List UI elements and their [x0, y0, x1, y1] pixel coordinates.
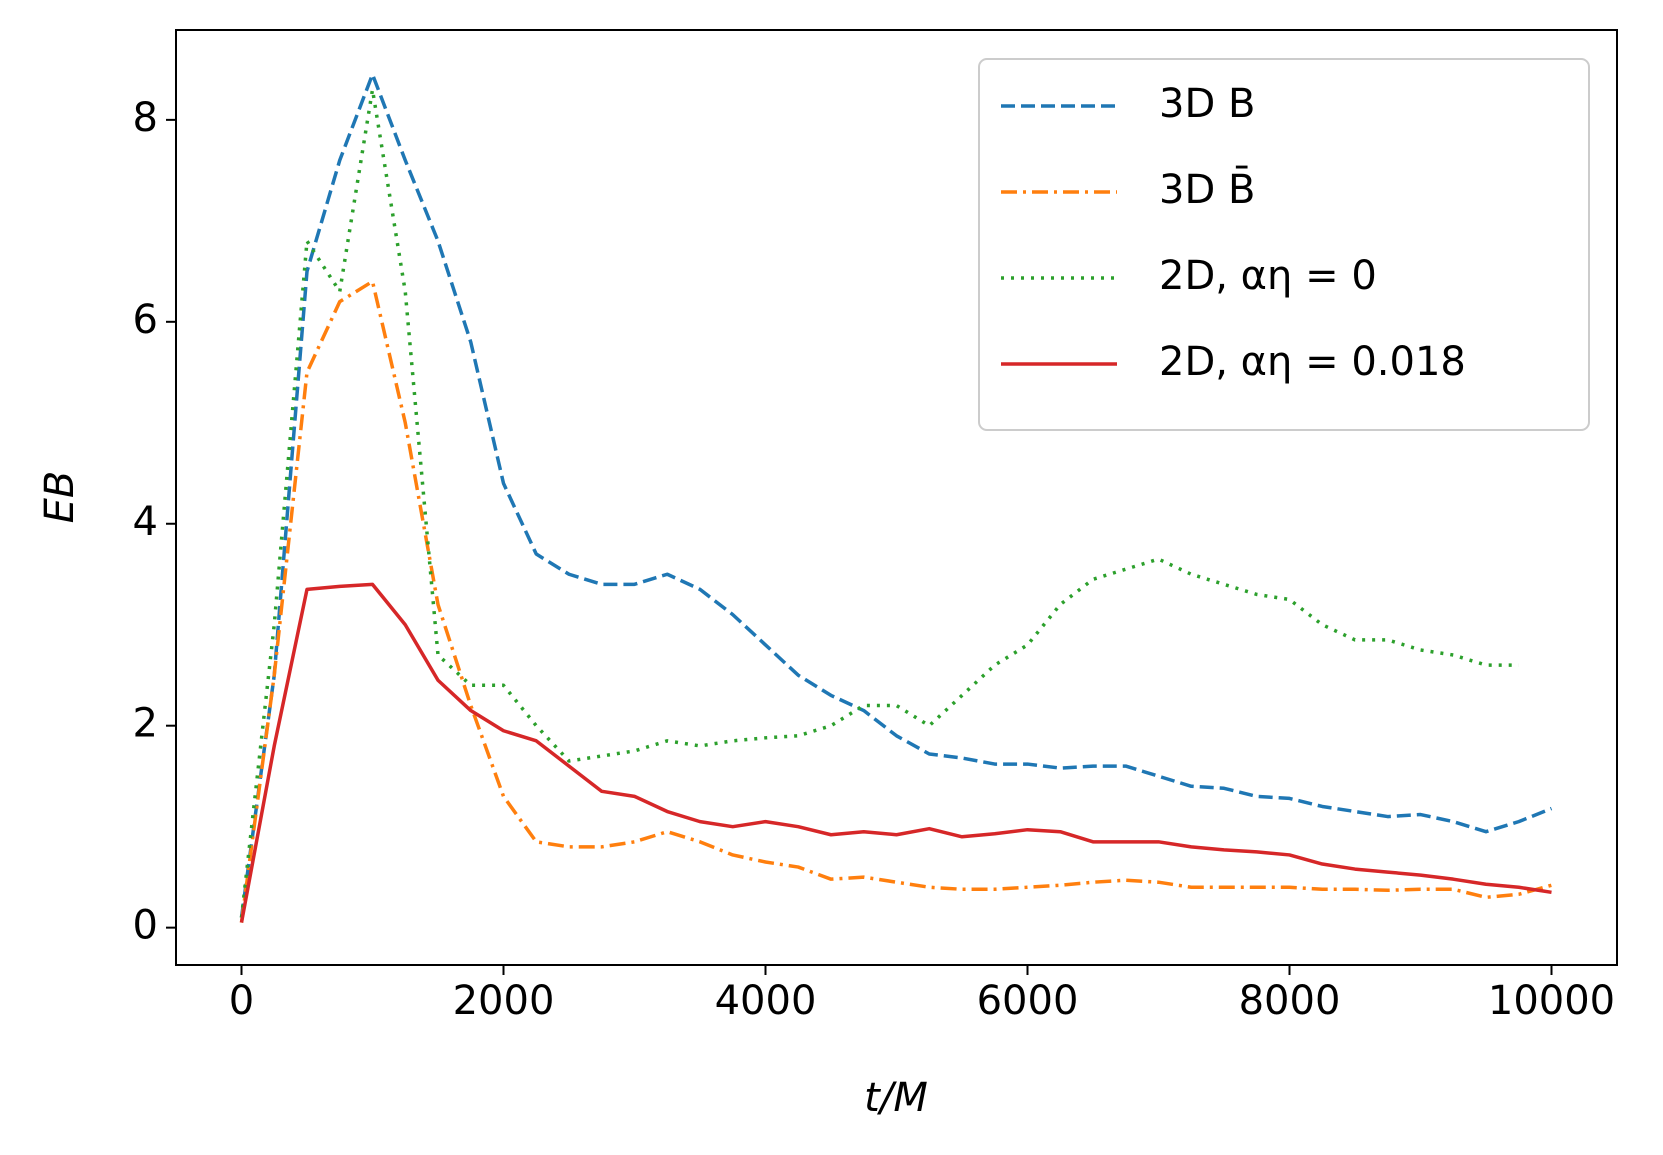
legend-label: 2D, αη = 0 [1159, 253, 1377, 299]
y-tick-label: 4 [133, 499, 158, 545]
x-axis-label: t/M [864, 1075, 928, 1121]
y-tick-label: 6 [133, 297, 158, 343]
y-axis-label: EB [37, 471, 83, 524]
y-tick-label: 2 [133, 701, 158, 747]
legend-box [978, 58, 1590, 431]
x-tick-label: 2000 [453, 978, 555, 1024]
legend-label: 3D B [1159, 81, 1255, 127]
legend: 3D B 3D B̄ 2D, αη = 0 2D, αη = 0.018 [978, 58, 1590, 431]
y-tick-label: 8 [133, 95, 158, 141]
series-line [239, 582, 1552, 923]
y-tick-label: 0 [133, 903, 158, 949]
plot-frame [175, 29, 1618, 966]
legend-label: 3D B̄ [1159, 165, 1255, 213]
series-line [239, 72, 1553, 918]
legend-label: 2D, αη = 0.018 [1159, 339, 1466, 385]
x-tick-label: 4000 [715, 978, 817, 1024]
x-tick-label: 0 [229, 978, 254, 1024]
x-tick-label: 10000 [1488, 978, 1615, 1024]
x-tick-label: 6000 [977, 978, 1079, 1024]
x-tick-label: 8000 [1239, 978, 1341, 1024]
